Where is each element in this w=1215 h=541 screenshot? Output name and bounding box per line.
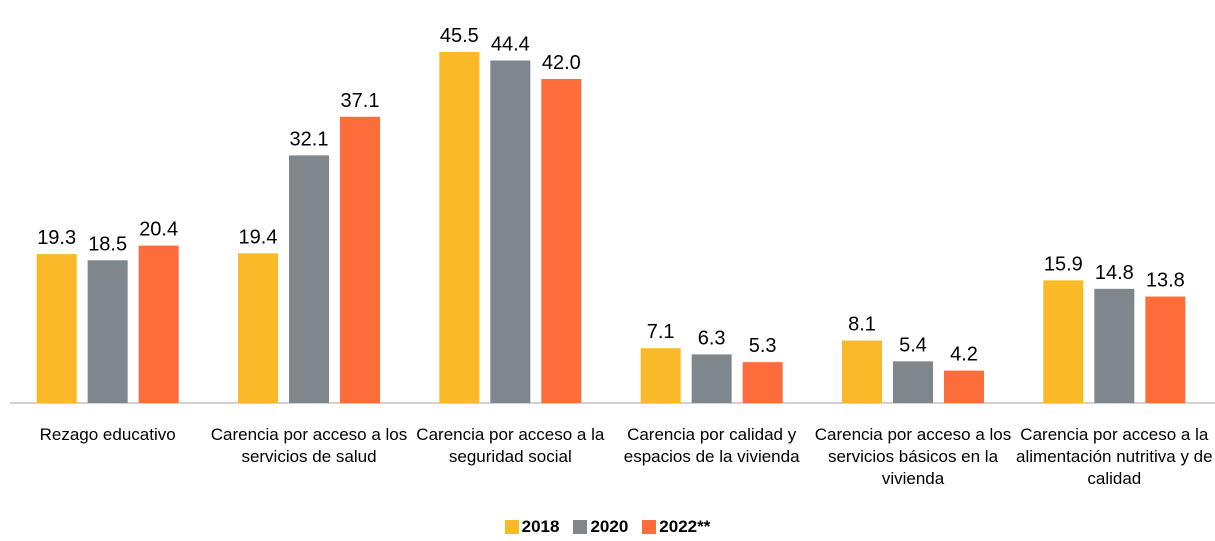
- value-label: 45.5: [440, 25, 479, 47]
- legend-swatch: [642, 520, 657, 534]
- legend-item: 2018: [504, 517, 560, 537]
- value-label: 6.3: [698, 327, 726, 349]
- value-label: 14.8: [1095, 262, 1134, 284]
- value-label: 20.4: [139, 219, 178, 241]
- bar: [640, 348, 681, 403]
- bar: [742, 362, 783, 403]
- value-label: 15.9: [1044, 253, 1083, 275]
- value-label: 18.5: [88, 233, 127, 255]
- x-tick-label: Carencia por acceso a la seguridad socia…: [416, 425, 605, 466]
- bar: [893, 361, 933, 403]
- value-label: 5.3: [749, 335, 777, 357]
- bar: [1094, 288, 1135, 403]
- bar: [842, 340, 882, 403]
- bar: [944, 370, 984, 403]
- value-label: 7.1: [647, 321, 675, 343]
- bar: [541, 79, 582, 403]
- bar: [1145, 296, 1186, 403]
- value-label: 19.3: [37, 227, 76, 249]
- legend-swatch: [504, 520, 519, 534]
- bar: [1043, 280, 1084, 403]
- x-tick-label: Rezago educativo: [39, 425, 176, 444]
- bar: [439, 52, 480, 403]
- legend-swatch: [573, 520, 588, 534]
- bar: [691, 354, 732, 403]
- bar: [238, 253, 278, 403]
- legend-label: 2022**: [659, 517, 711, 536]
- x-tick-label: Carencia por acceso a los servicios bási…: [814, 425, 1012, 488]
- bar: [138, 245, 179, 403]
- value-label: 42.0: [542, 52, 581, 74]
- legend-label: 2018: [521, 517, 560, 536]
- bar: [490, 60, 531, 403]
- bar: [340, 116, 380, 404]
- bar: [289, 155, 329, 403]
- legend-label: 2020: [590, 517, 629, 536]
- legend-item: 2020: [573, 517, 628, 537]
- bar: [36, 254, 77, 403]
- value-label: 19.4: [239, 226, 278, 248]
- value-label: 8.1: [848, 314, 876, 336]
- value-label: 37.1: [341, 90, 380, 112]
- value-label: 32.1: [290, 128, 329, 150]
- value-label: 13.8: [1146, 270, 1185, 292]
- x-tick-label: Carencia por acceso a los servicios de s…: [210, 425, 408, 466]
- x-tick-label: Carencia por acceso a la alimentación nu…: [1016, 425, 1213, 488]
- x-tick-label: Carencia por calidad y espacios de la vi…: [623, 425, 800, 466]
- value-label: 4.2: [950, 344, 978, 366]
- legend: 2018 2020 2022**: [0, 517, 1215, 537]
- bar: [87, 260, 128, 403]
- value-label: 5.4: [899, 334, 927, 356]
- legend-item: 2022**: [642, 517, 710, 537]
- value-label: 44.4: [491, 33, 530, 55]
